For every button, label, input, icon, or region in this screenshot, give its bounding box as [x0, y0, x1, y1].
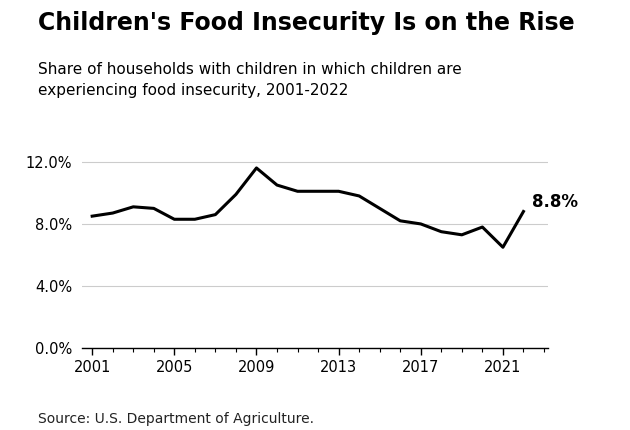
- Text: Children's Food Insecurity Is on the Rise: Children's Food Insecurity Is on the Ris…: [38, 11, 575, 35]
- Text: 8.8%: 8.8%: [532, 193, 578, 211]
- Text: Source: U.S. Department of Agriculture.: Source: U.S. Department of Agriculture.: [38, 412, 314, 426]
- Text: Share of households with children in which children are
experiencing food insecu: Share of households with children in whi…: [38, 62, 462, 98]
